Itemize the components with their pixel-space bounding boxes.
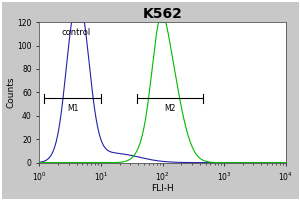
Text: M2: M2 [164, 104, 175, 113]
Text: control: control [61, 28, 90, 37]
Title: K562: K562 [142, 7, 182, 21]
Y-axis label: Counts: Counts [7, 77, 16, 108]
X-axis label: FLI-H: FLI-H [151, 184, 174, 193]
Text: M1: M1 [67, 104, 78, 113]
